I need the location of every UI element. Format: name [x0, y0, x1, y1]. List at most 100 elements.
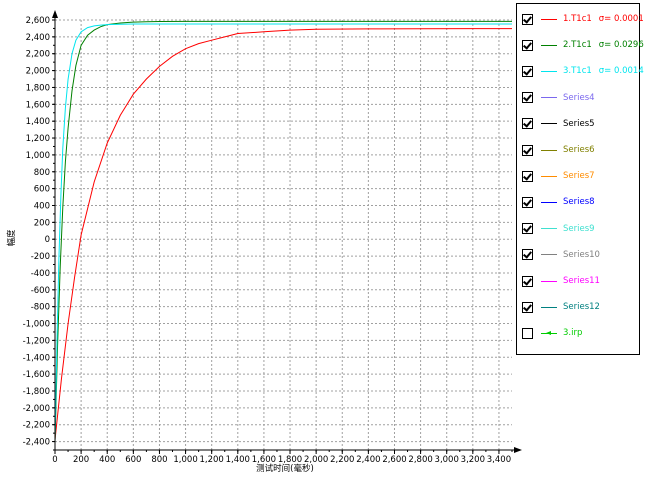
- legend: 1.T1c1 σ= 0.0001 2.T1c1 σ= 0.0296 3.T1c1 σ= 0…: [516, 3, 644, 355]
- legend-checkbox[interactable]: [522, 144, 533, 156]
- y-tick-label: 2,200: [26, 50, 50, 60]
- legend-checkbox[interactable]: [522, 249, 533, 261]
- y-tick-label: -2,400: [23, 438, 50, 448]
- x-tick-label: 3,200: [461, 455, 485, 465]
- x-tick-label: 2,600: [382, 455, 406, 465]
- legend-swatch: [541, 228, 557, 230]
- y-tick-label: 1,600: [26, 100, 50, 110]
- legend-label: 1.T1c1: [563, 14, 592, 24]
- legend-label: Series5: [563, 118, 595, 129]
- x-axis-label: 测试时间(毫秒): [256, 463, 314, 474]
- legend-item-12[interactable]: Series12: [522, 300, 638, 314]
- y-tick-label: -1,800: [23, 387, 50, 397]
- legend-item-7[interactable]: Series7: [522, 169, 638, 183]
- y-tick-label: -2,200: [23, 421, 50, 431]
- y-tick-label: 600: [34, 185, 50, 195]
- x-tick-label: 600: [125, 455, 141, 465]
- legend-checkbox[interactable]: [522, 327, 533, 339]
- legend-label: 2.T1c1: [563, 40, 592, 51]
- series-line-2: [54, 20, 512, 442]
- y-tick-label: 2,600: [26, 16, 50, 26]
- series-lines: [54, 20, 512, 442]
- legend-label: Series9: [563, 223, 595, 234]
- legend-checkbox[interactable]: [522, 13, 533, 25]
- x-tick-label: 2,000: [304, 455, 328, 465]
- legend-checkbox[interactable]: [522, 196, 533, 208]
- y-tick-label: 1,400: [26, 117, 50, 127]
- series-line-3: [54, 23, 512, 442]
- legend-item-6[interactable]: Series6: [522, 143, 638, 157]
- tick-labels: 2,6002,4002,2002,0001,8001,6001,4001,200…: [23, 16, 512, 465]
- y-tick-label: -400: [31, 269, 50, 279]
- x-tick-label: 1,200: [200, 455, 224, 465]
- x-tick-label: 3,400: [487, 455, 511, 465]
- legend-swatch: [541, 254, 557, 256]
- legend-item-5[interactable]: Series5: [522, 117, 638, 131]
- legend-swatch: [541, 70, 557, 72]
- legend-checkbox[interactable]: [522, 223, 533, 235]
- x-tick-label: 200: [73, 455, 89, 465]
- legend-item-13[interactable]: 3.irp: [522, 326, 638, 340]
- legend-item-9[interactable]: Series9: [522, 222, 638, 236]
- legend-swatch: [541, 175, 557, 177]
- y-tick-label: -1,200: [23, 336, 50, 346]
- legend-swatch: [541, 201, 557, 203]
- series-line-1: [54, 28, 512, 440]
- legend-checkbox[interactable]: [522, 92, 533, 104]
- legend-item-1[interactable]: 1.T1c1 σ= 0.0001: [522, 12, 644, 26]
- x-tick-label: 2,800: [408, 455, 432, 465]
- legend-swatch: [541, 330, 557, 335]
- grid: [54, 19, 512, 450]
- legend-item-2[interactable]: 2.T1c1 σ= 0.0296: [522, 38, 644, 52]
- legend-item-4[interactable]: Series4: [522, 91, 638, 105]
- x-tick-label: 3,000: [435, 455, 459, 465]
- legend-sigma: σ= 0.0001: [598, 14, 644, 24]
- x-tick-label: 1,600: [252, 455, 276, 465]
- legend-label: Series11: [563, 276, 600, 286]
- legend-checkbox[interactable]: [522, 301, 533, 313]
- axes: [52, 10, 522, 454]
- legend-marker-icon: [546, 330, 551, 335]
- y-tick-label: 1,800: [26, 83, 50, 93]
- x-tick-label: 0: [52, 455, 57, 465]
- y-tick-label: 1,000: [26, 151, 50, 161]
- legend-item-11[interactable]: Series11: [522, 274, 638, 288]
- legend-label: 3.irp: [563, 328, 583, 339]
- y-tick-label: -1,000: [23, 320, 50, 330]
- x-tick-label: 2,200: [330, 455, 354, 465]
- legend-label: Series8: [563, 197, 595, 208]
- y-tick-label: 1,200: [26, 134, 50, 144]
- legend-item-8[interactable]: Series8: [522, 195, 638, 209]
- y-tick-label: -600: [31, 286, 50, 296]
- legend-swatch: [541, 97, 557, 99]
- legend-checkbox[interactable]: [522, 170, 533, 182]
- legend-swatch: [541, 123, 557, 125]
- legend-swatch: [541, 280, 557, 282]
- legend-checkbox[interactable]: [522, 118, 533, 130]
- legend-label: Series4: [563, 92, 595, 103]
- legend-sigma: σ= 0.0296: [598, 40, 644, 51]
- legend-checkbox[interactable]: [522, 275, 533, 287]
- y-tick-label: -1,400: [23, 353, 50, 363]
- y-tick-label: 2,400: [26, 33, 50, 43]
- legend-label: 3.T1c1: [563, 66, 592, 77]
- x-tick-label: 1,000: [173, 455, 197, 465]
- y-tick-label: -800: [31, 303, 50, 313]
- legend-label: Series10: [563, 249, 600, 260]
- legend-checkbox[interactable]: [522, 39, 533, 51]
- legend-label: Series6: [563, 145, 595, 155]
- y-tick-label: 200: [34, 218, 50, 228]
- legend-swatch: [541, 44, 557, 46]
- legend-checkbox[interactable]: [522, 65, 533, 77]
- x-tick-label: 1,800: [278, 455, 302, 465]
- legend-item-10[interactable]: Series10: [522, 248, 638, 262]
- legend-item-3[interactable]: 3.T1c1 σ= 0.0014: [522, 64, 644, 78]
- y-axis-label: 幅度: [6, 229, 17, 247]
- legend-sigma: σ= 0.0014: [598, 66, 644, 77]
- legend-label: Series7: [563, 171, 595, 182]
- y-tick-label: 0: [45, 235, 50, 245]
- y-tick-label: 2,000: [26, 67, 50, 77]
- y-axis-arrow: [52, 10, 58, 18]
- legend-swatch: [541, 306, 557, 308]
